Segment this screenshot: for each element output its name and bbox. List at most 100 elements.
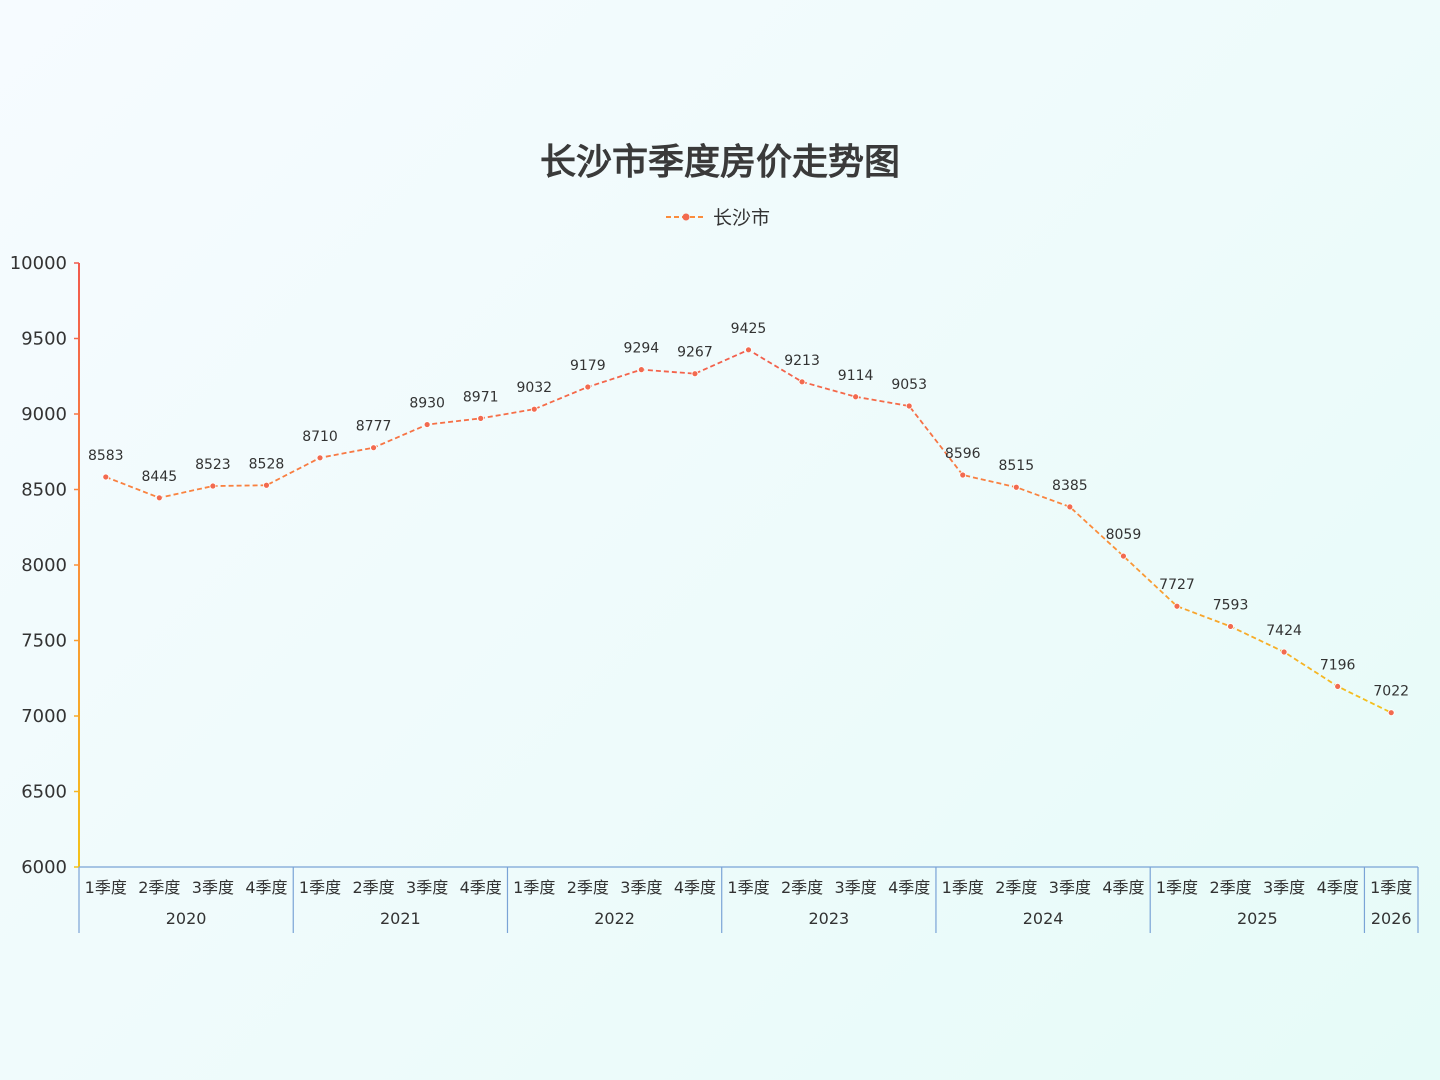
data-point [905,402,913,410]
data-label: 9425 [731,321,767,337]
y-tick-label: 9000 [21,404,67,425]
x-tick-label: 1季度 [299,878,341,897]
x-tick-label: 1季度 [85,878,127,897]
data-label: 8596 [945,446,981,462]
x-tick-label: 2季度 [352,878,394,897]
data-label: 8710 [302,429,338,445]
data-point [209,482,217,490]
data-label: 7022 [1373,684,1409,700]
data-label: 8971 [463,389,499,405]
x-tick-label: 2季度 [1209,878,1251,897]
y-axis: 6000 6500 7000 7500 8000 8500 9000 9500 10000 [10,253,80,878]
x-tick-label: 1季度 [727,878,769,897]
x-tick-label: 1季度 [1370,878,1412,897]
data-label: 8777 [356,419,392,435]
x-tick-label: 3季度 [620,878,662,897]
data-label: 8445 [142,469,178,485]
data-label: 9032 [516,380,552,396]
x-tick-label: 1季度 [942,878,984,897]
data-point [102,473,110,481]
y-tick-label: 6000 [21,857,67,878]
data-point [959,471,967,479]
x-group-label: 2022 [594,909,635,928]
x-group-label: 2020 [166,909,207,928]
data-point [691,370,699,378]
data-point [263,481,270,489]
series-line [105,348,1392,714]
data-point [477,414,485,422]
data-label: 9213 [784,353,820,369]
data-point [1173,602,1181,610]
x-tick-label: 1季度 [1156,878,1198,897]
data-point [1120,552,1127,560]
data-label: 9179 [570,358,606,374]
data-label: 9114 [838,368,874,384]
legend-label: 长沙市 [713,207,770,229]
y-tick-label: 8000 [21,555,67,576]
data-point [1066,503,1074,511]
data-point [1012,483,1020,491]
data-point [745,346,752,354]
data-point [637,366,645,374]
x-tick-label: 2季度 [995,878,1037,897]
data-label: 9267 [677,345,713,361]
legend-marker-swatch [682,213,690,221]
data-point [1387,709,1395,717]
x-tick-label: 4季度 [888,878,930,897]
x-tick-label: 2季度 [567,878,609,897]
x-tick-label: 3季度 [835,878,877,897]
x-tick-label: 2季度 [138,878,180,897]
data-point [1227,623,1234,630]
data-label: 8515 [998,458,1034,474]
x-tick-label: 3季度 [1049,878,1091,897]
data-label: 7196 [1320,657,1356,673]
x-tick-label: 4季度 [460,878,502,897]
y-tick-label: 10000 [10,253,67,274]
data-label: 8059 [1106,527,1142,543]
x-axis: 1季度 2季度 3季度 4季度 2020 1季度 2季度 3季度 4季度 2021 1季度 2季度 3季… [78,866,1419,933]
data-label: 8523 [195,457,231,473]
data-point [584,383,592,391]
data-point [530,405,538,413]
x-group-label: 2025 [1237,909,1278,928]
data-point [423,421,431,428]
y-tick-label: 6500 [21,782,67,803]
x-tick-label: 3季度 [192,878,234,897]
data-point [798,378,806,386]
x-tick-label: 3季度 [1263,878,1305,897]
data-label: 8930 [409,396,445,412]
data-point [1334,683,1342,690]
legend[interactable]: 长沙市 [666,207,770,229]
x-tick-label: 3季度 [406,878,448,897]
data-label: 8583 [88,448,124,464]
data-label: 7727 [1159,577,1195,593]
x-tick-label: 1季度 [513,878,555,897]
x-tick-label: 4季度 [1317,878,1359,897]
x-group-label: 2026 [1371,909,1412,928]
x-group-label: 2024 [1023,909,1064,928]
data-point [1280,648,1288,656]
y-tick-label: 9500 [21,329,67,350]
data-label: 8385 [1052,478,1088,494]
data-label: 7424 [1266,623,1302,639]
data-label: 9053 [891,377,927,393]
series-line-group: 8583 8445 8523 8528 8710 8777 8930 8971 9032 9179… [88,321,1409,717]
x-group-label: 2023 [808,909,849,928]
x-tick-label: 4季度 [674,878,716,897]
x-tick-label: 2季度 [781,878,823,897]
data-point [852,393,860,401]
data-label: 9294 [624,341,660,357]
data-label: 8528 [249,456,285,472]
chart-title: 长沙市季度房价走势图 [540,142,900,183]
y-tick-label: 8500 [21,480,67,501]
data-point [316,454,324,462]
x-tick-label: 4季度 [1102,878,1144,897]
y-tick-label: 7500 [21,631,67,652]
x-group-label: 2021 [380,909,421,928]
x-tick-label: 4季度 [245,878,287,897]
data-point [155,494,163,502]
y-tick-label: 7000 [21,706,67,727]
data-point [370,444,377,452]
